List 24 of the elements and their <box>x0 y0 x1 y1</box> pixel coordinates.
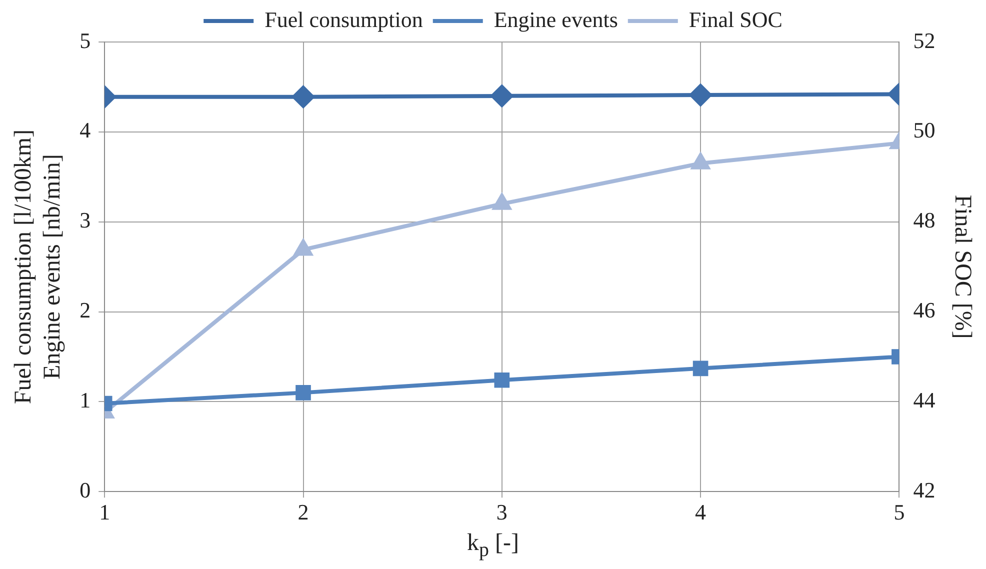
y-tick-label: 5 <box>80 28 91 53</box>
y-tick-label: 2 <box>80 298 91 323</box>
y2-tick-label: 44 <box>913 387 936 412</box>
y-tick-label: 3 <box>80 208 91 233</box>
y-tick-label: 4 <box>80 118 91 143</box>
y-axis-title: Fuel consumption [l/100km] Engine events [nb/min] <box>10 129 66 404</box>
y2-tick-label: 50 <box>913 118 936 143</box>
y2-tick-label: 48 <box>913 208 936 233</box>
legend-label: Final SOC <box>688 6 782 32</box>
y2-tick-label: 42 <box>913 477 936 502</box>
y2-axis-title: Final SOC [%] <box>949 194 976 339</box>
legend-label: Engine events <box>494 6 618 32</box>
x-tick-label: 5 <box>894 500 905 525</box>
x-tick-label: 2 <box>298 500 309 525</box>
y2-tick-label: 46 <box>913 298 936 323</box>
x-tick-label: 1 <box>99 500 110 525</box>
x-tick-label: 4 <box>695 500 706 525</box>
x-axis-title: k$_{p}$ [-] <box>466 530 520 562</box>
y-tick-label: 0 <box>80 477 91 502</box>
point <box>492 194 511 210</box>
y2-tick-label: 52 <box>913 28 936 53</box>
legend-label: Fuel consumption <box>264 6 423 32</box>
x-tick-label: 3 <box>496 500 508 525</box>
y-tick-label: 1 <box>80 387 91 412</box>
